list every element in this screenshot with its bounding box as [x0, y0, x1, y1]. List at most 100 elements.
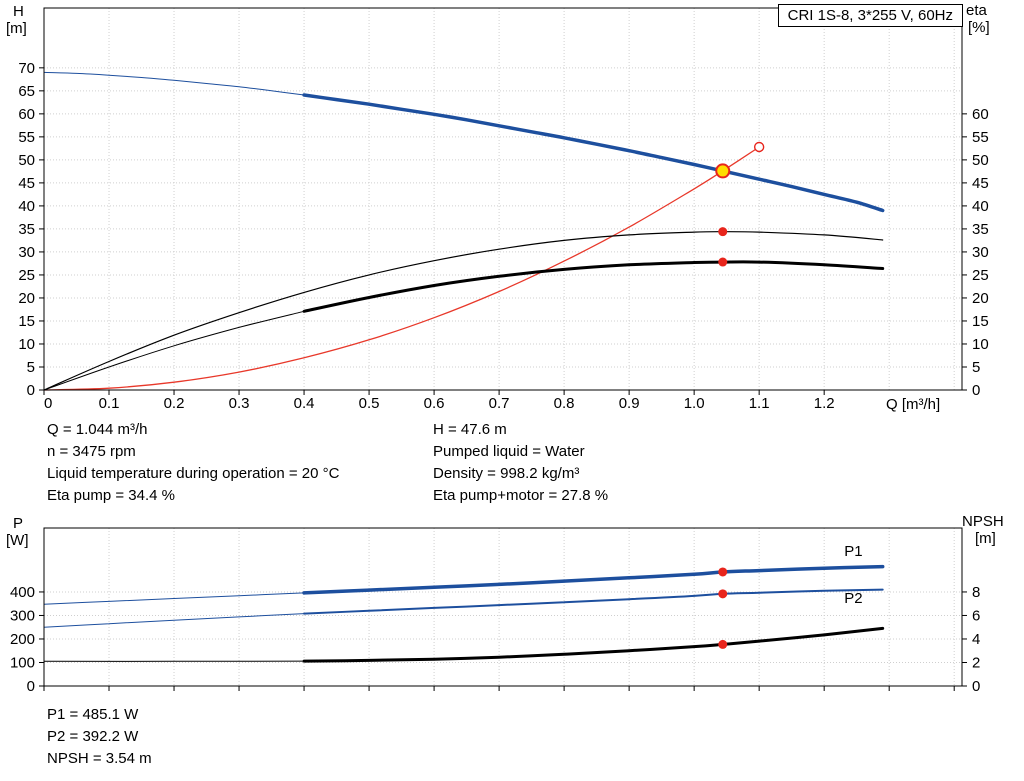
eta-axis-name: eta [966, 2, 987, 19]
eta-pump-motor-curve [302, 260, 885, 313]
x-tick-label: 1.2 [814, 395, 835, 412]
info-p1: P1 = 485.1 W [47, 706, 139, 723]
y-right-tick-label: 0 [972, 382, 980, 399]
system-curve [43, 146, 760, 391]
info-p2: P2 = 392.2 W [47, 728, 139, 745]
series-label-p1: P1 [844, 543, 862, 560]
bottom-chart-frame [43, 527, 963, 687]
y-right-tick-label: 10 [972, 336, 989, 353]
y-left-tick-label: 100 [10, 654, 35, 671]
p1-curve-lead [43, 592, 305, 605]
y-right-tick-label: 2 [972, 654, 980, 671]
y-left-tick-label: 15 [18, 313, 35, 330]
info-q: Q = 1.044 m³/h [47, 421, 148, 438]
info-eta-pump: Eta pump = 34.4 % [47, 487, 175, 504]
y-right-tick-label: 60 [972, 106, 989, 123]
operating-info-left: Q = 1.044 m³/h n = 3475 rpm Liquid tempe… [47, 419, 339, 507]
bottom-chart-series [43, 564, 885, 663]
q-axis-label: Q [m³/h] [886, 396, 941, 413]
y-right-tick-label: 6 [972, 607, 980, 624]
y-right-tick-label: 20 [972, 290, 989, 307]
npsh-axis-name: NPSH [962, 513, 1004, 530]
bottom-chart-grid [44, 528, 962, 686]
y-right-tick-label: 30 [972, 244, 989, 261]
series-label-p2: P2 [844, 590, 862, 607]
x-tick-label: 0.5 [359, 395, 380, 412]
y-left-tick-label: 55 [18, 129, 35, 146]
bottom-chart-markers [718, 567, 728, 649]
y-left-tick-label: 400 [10, 584, 35, 601]
duty-point-marker [715, 163, 731, 179]
y-left-tick-label: 300 [10, 607, 35, 624]
x-tick-label: 0.8 [554, 395, 575, 412]
y-right-tick-label: 50 [972, 152, 989, 169]
open-point-marker [753, 141, 765, 153]
x-tick-label: 0.3 [229, 395, 250, 412]
y-right-tick-label: 8 [972, 584, 980, 601]
y-right-tick-label: 25 [972, 267, 989, 284]
y-right-tick-label: 40 [972, 198, 989, 215]
y-left-tick-label: 60 [18, 106, 35, 123]
eta-pump-curve [43, 231, 884, 391]
x-tick-label: 1.1 [749, 395, 770, 412]
top-chart-axes: 0 5 10 15 20 25 30 35 40 45 50 55 60 65 70 0 5 10 15 20 25 30… [18, 60, 988, 412]
y-left-tick-label: 70 [18, 60, 35, 77]
y-left-tick-label: 20 [18, 290, 35, 307]
bottom-chart-axes: 0 100 200 300 400 0 2 4 6 8 [10, 584, 980, 695]
top-chart-series [43, 71, 885, 391]
head-curve [302, 93, 885, 213]
y-right-tick-label: 55 [972, 129, 989, 146]
p-axis-unit: [W] [6, 532, 29, 549]
y-left-tick-label: 40 [18, 198, 35, 215]
npsh-axis-unit: [m] [975, 530, 996, 547]
y-right-tick-label: 15 [972, 313, 989, 330]
x-tick-label: 1.0 [684, 395, 705, 412]
y-left-tick-label: 65 [18, 83, 35, 100]
y-left-tick-label: 10 [18, 336, 35, 353]
info-liquid: Pumped liquid = Water [433, 443, 585, 460]
x-tick-label: 0.6 [424, 395, 445, 412]
y-right-tick-label: 35 [972, 221, 989, 238]
info-speed: n = 3475 rpm [47, 443, 136, 460]
y-right-tick-label: 5 [972, 359, 980, 376]
eta-axis-unit: [%] [968, 19, 990, 36]
x-tick-label: 0.4 [294, 395, 315, 412]
info-eta-total: Eta pump+motor = 27.8 % [433, 487, 609, 504]
y-left-tick-label: 45 [18, 175, 35, 192]
info-npsh: NPSH = 3.54 m [47, 750, 152, 767]
eta-pump-motor-curve-lead [43, 310, 305, 391]
y-left-tick-label: 5 [27, 359, 35, 376]
operating-point-marker [718, 639, 728, 649]
y-right-tick-label: 4 [972, 631, 980, 648]
info-h: H = 47.6 m [433, 421, 507, 438]
y-left-tick-label: 0 [27, 678, 35, 695]
power-info: P1 = 485.1 W P2 = 392.2 W NPSH = 3.54 m [47, 704, 152, 770]
p2-curve-lead [43, 613, 305, 628]
y-right-tick-label: 45 [972, 175, 989, 192]
operating-point-marker [718, 589, 728, 599]
p-axis-name: P [13, 515, 24, 532]
operating-info-right: H = 47.6 m Pumped liquid = Water Density… [433, 419, 608, 507]
p1-curve [302, 564, 885, 595]
p2-curve [303, 588, 884, 615]
info-density: Density = 998.2 kg/m³ [433, 465, 580, 482]
operating-point-marker [718, 227, 728, 237]
y-left-tick-label: 50 [18, 152, 35, 169]
head-curve-lead [43, 71, 305, 96]
npsh-curve [302, 626, 885, 663]
x-tick-label: 0.2 [164, 395, 185, 412]
operating-point-marker [718, 257, 728, 267]
x-tick-label: 0.7 [489, 395, 510, 412]
top-chart-markers [715, 141, 765, 267]
top-chart-frame [43, 7, 963, 391]
x-tick-label: 0 [44, 395, 52, 412]
h-axis-unit: [m] [6, 20, 27, 37]
x-tick-label: 0.9 [619, 395, 640, 412]
pump-model-badge: CRI 1S-8, 3*255 V, 60Hz [777, 4, 963, 27]
y-left-tick-label: 35 [18, 221, 35, 238]
h-axis-name: H [13, 3, 24, 20]
info-temp: Liquid temperature during operation = 20… [47, 465, 340, 482]
x-tick-label: 0.1 [99, 395, 120, 412]
y-right-tick-label: 0 [972, 678, 980, 695]
